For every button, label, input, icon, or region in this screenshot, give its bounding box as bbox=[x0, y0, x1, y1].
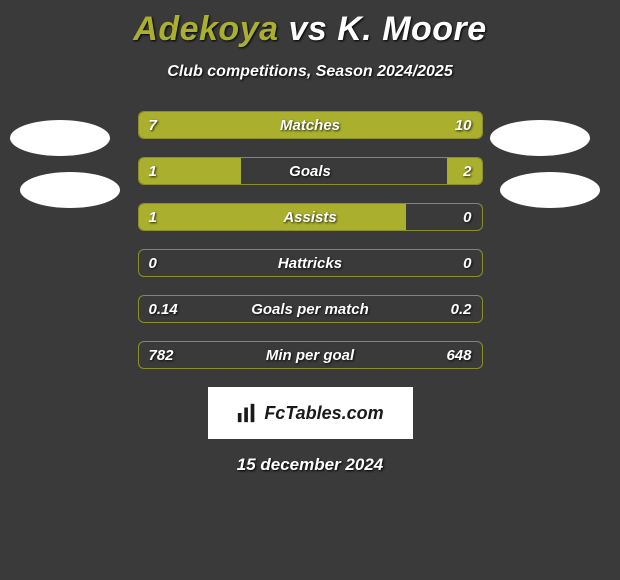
stat-value-right: 10 bbox=[455, 112, 472, 138]
stat-row: 0Hattricks0 bbox=[138, 249, 483, 277]
player1-name: Adekoya bbox=[133, 10, 278, 48]
stats-container: 7Matches101Goals21Assists00Hattricks00.1… bbox=[138, 111, 483, 369]
stat-row: 0.14Goals per match0.2 bbox=[138, 295, 483, 323]
player2-name: K. Moore bbox=[337, 10, 486, 48]
stat-value-right: 648 bbox=[446, 342, 471, 368]
chart-icon bbox=[236, 402, 258, 424]
player1-avatar-1 bbox=[10, 120, 110, 156]
stat-value-right: 0.2 bbox=[451, 296, 472, 322]
player2-avatar-1 bbox=[490, 120, 590, 156]
fctables-badge: FcTables.com bbox=[208, 387, 413, 439]
stat-value-right: 0 bbox=[463, 204, 471, 230]
player1-avatar-2 bbox=[20, 172, 120, 208]
stat-label: Hattricks bbox=[139, 250, 482, 276]
stat-label: Min per goal bbox=[139, 342, 482, 368]
stat-value-right: 0 bbox=[463, 250, 471, 276]
stat-label: Goals per match bbox=[139, 296, 482, 322]
vs-text: vs bbox=[288, 10, 327, 48]
badge-text: FcTables.com bbox=[264, 403, 383, 424]
comparison-title: Adekoya vs K. Moore bbox=[0, 0, 620, 49]
subtitle: Club competitions, Season 2024/2025 bbox=[0, 63, 620, 81]
stat-row: 1Goals2 bbox=[138, 157, 483, 185]
stat-label: Matches bbox=[139, 112, 482, 138]
date-text: 15 december 2024 bbox=[0, 455, 620, 475]
player2-avatar-2 bbox=[500, 172, 600, 208]
stat-row: 7Matches10 bbox=[138, 111, 483, 139]
stat-label: Assists bbox=[139, 204, 482, 230]
stat-row: 782Min per goal648 bbox=[138, 341, 483, 369]
stat-label: Goals bbox=[139, 158, 482, 184]
stat-row: 1Assists0 bbox=[138, 203, 483, 231]
stat-value-right: 2 bbox=[463, 158, 471, 184]
